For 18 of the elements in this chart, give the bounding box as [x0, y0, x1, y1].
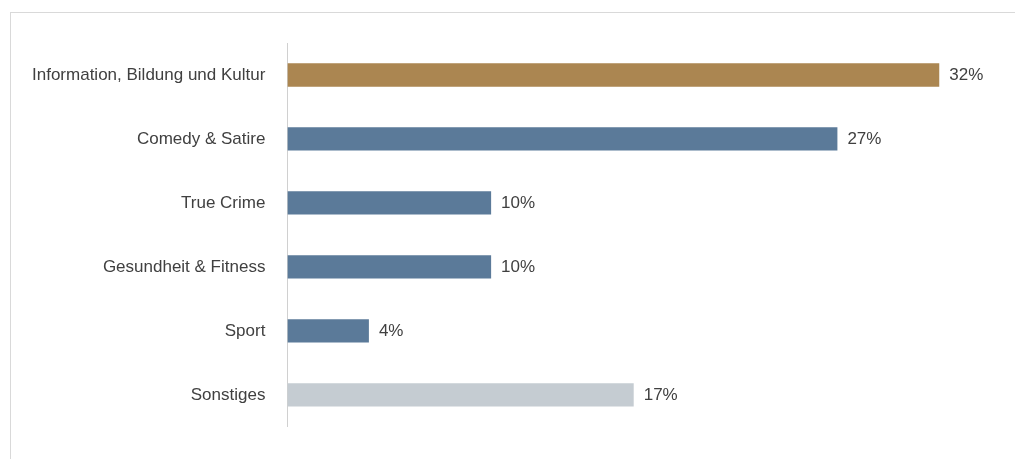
data-label: 32% — [949, 64, 984, 84]
data-label: 4% — [378, 320, 404, 340]
bar — [287, 319, 369, 343]
y-tick-label: Sonstiges — [190, 384, 266, 404]
y-tick-label: Information, Bildung und Kultur — [32, 64, 266, 84]
y-tick-label: Gesundheit & Fitness — [102, 256, 266, 276]
data-label: 27% — [847, 128, 882, 148]
bar — [287, 191, 492, 215]
data-label: 17% — [643, 384, 678, 404]
bar — [287, 127, 838, 151]
bar — [287, 383, 634, 407]
data-label: 10% — [501, 256, 536, 276]
data-label: 10% — [501, 192, 536, 212]
bar — [287, 255, 492, 279]
y-tick-label: Comedy & Satire — [136, 128, 266, 148]
bar — [287, 63, 940, 87]
y-tick-label: Sport — [224, 320, 266, 340]
y-tick-label: True Crime — [181, 192, 266, 212]
